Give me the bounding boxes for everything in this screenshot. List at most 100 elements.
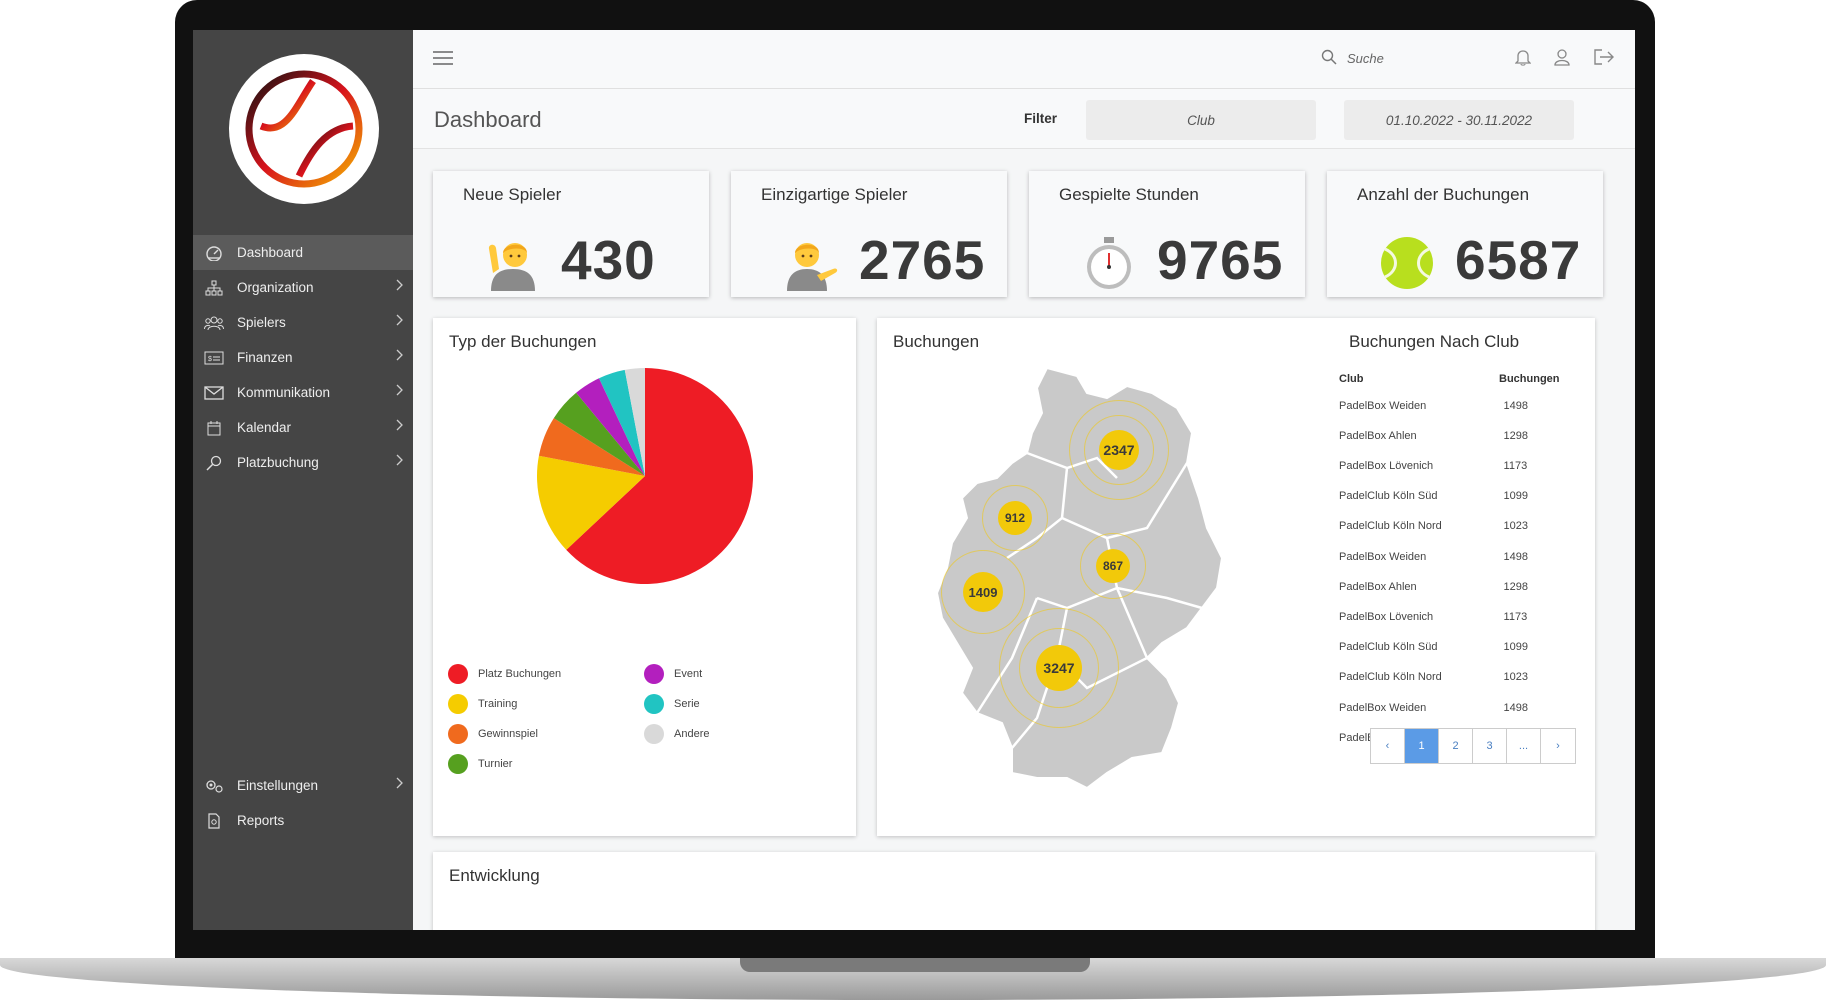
person-raising-hand-icon <box>488 243 535 291</box>
kpi-value: 430 <box>561 229 656 291</box>
kpi-title: Einzigartige Spieler <box>761 185 908 204</box>
search-icon <box>203 454 225 472</box>
club-name-cell: PadelClub Köln Süd <box>1339 490 1438 502</box>
pie-slice-training[interactable] <box>537 455 645 550</box>
table-title: Buchungen Nach Club <box>1349 332 1520 351</box>
bubble-ring <box>1080 533 1146 599</box>
table-body: PadelBox Weiden 1498 PadelBox Ahlen 1298 Pad… <box>1339 390 1559 753</box>
pie-slice-andere[interactable] <box>624 368 645 476</box>
legend-label: Gewinnspiel <box>478 728 538 740</box>
pagination: ‹ 1 2 3 ... › <box>1370 728 1576 764</box>
legend-label: Andere <box>674 728 710 740</box>
club-name-cell: PadelBox Weiden <box>1339 550 1427 563</box>
legend-label: Platz Buchungen <box>478 668 562 680</box>
search-placeholder: Suche <box>1347 51 1384 66</box>
sidebar-item-label: Finanzen <box>237 350 293 365</box>
chevron-right-icon <box>395 454 403 469</box>
page-ellipsis[interactable]: ... <box>1507 729 1541 763</box>
table-row: PadelClub Köln Süd 1099 <box>1339 481 1559 511</box>
kpi-title: Anzahl der Buchungen <box>1357 185 1530 204</box>
booking-type-panel: Typ der Buchungen Platz Buchungen Traini… <box>433 318 856 836</box>
pie-slice-serie[interactable] <box>599 369 645 476</box>
kpi-card-hours-played: Gespielte Stunden 9765 <box>1029 171 1305 297</box>
page-header: Dashboard Filter Club 01.10.2022 - 30.11… <box>413 89 1635 149</box>
legend-item: Andere <box>644 724 709 744</box>
sidebar-item-reports[interactable]: Reports <box>193 803 413 838</box>
sidebar-item-dashboard[interactable]: Dashboard <box>193 235 413 270</box>
sidebar-item-organization[interactable]: Organization <box>193 270 413 305</box>
table-row: PadelClub Köln Nord 1023 <box>1339 511 1559 541</box>
legend-item: Training <box>448 694 517 714</box>
pie-slice-turnier[interactable] <box>553 392 645 476</box>
pie-slice-event[interactable] <box>576 378 645 476</box>
legend-item: Platz Buchungen <box>448 664 561 684</box>
page-button-3[interactable]: 3 <box>1473 729 1507 763</box>
legend-label: Turnier <box>478 758 513 770</box>
legend-dot <box>644 694 664 714</box>
page-title: Dashboard <box>434 107 542 132</box>
kpi-title: Gespielte Stunden <box>1059 185 1199 204</box>
sidebar-item-platzbuchung[interactable]: Platzbuchung <box>193 445 413 480</box>
legend-item: Event <box>644 664 702 684</box>
search-input[interactable]: Suche <box>1321 49 1384 68</box>
date-range-picker[interactable]: 01.10.2022 - 30.11.2022 <box>1344 100 1574 140</box>
app-screen: Dashboard Organization Spielers $ <box>193 30 1635 930</box>
mail-icon <box>203 384 225 402</box>
table-header-row: Club Buchungen <box>1339 368 1560 390</box>
topbar: Suche <box>413 30 1635 89</box>
chevron-right-icon <box>395 384 403 399</box>
map-bubble[interactable]: 3247 <box>1036 645 1082 691</box>
table-row: PadelBox Weiden 1498 <box>1339 692 1559 723</box>
map-bubble[interactable]: 912 <box>998 501 1032 535</box>
club-name-cell: PadelClub Köln Nord <box>1339 520 1442 532</box>
pie-slice-platz-buchungen[interactable] <box>566 368 753 584</box>
user-icon[interactable] <box>1553 48 1571 71</box>
pie-slice-gewinnspiel[interactable] <box>538 418 645 476</box>
sidebar-item-spielers[interactable]: Spielers <box>193 305 413 340</box>
sidebar-item-kalendar[interactable]: Kalendar <box>193 410 413 445</box>
chevron-right-icon <box>395 279 403 294</box>
map-bubble[interactable]: 867 <box>1096 549 1130 583</box>
kpi-title: Neue Spieler <box>463 185 562 204</box>
legend-dot <box>448 724 468 744</box>
bubble-ring <box>999 608 1119 728</box>
bell-icon[interactable] <box>1514 48 1532 71</box>
club-name-cell: PadelBox Lövenich <box>1339 611 1434 623</box>
club-name-cell: PadelBox Ahlen <box>1339 430 1417 442</box>
club-filter-select[interactable]: Club <box>1086 100 1316 140</box>
sidebar-bottom-nav: Einstellungen Reports <box>193 768 413 838</box>
bubble-ring <box>941 550 1025 634</box>
bookings-cell: 1298 <box>1503 581 1529 593</box>
logout-icon[interactable] <box>1593 48 1615 71</box>
laptop-notch <box>740 958 1090 972</box>
bookings-cell: 1498 <box>1503 701 1529 714</box>
sidebar-item-kommunikation[interactable]: Kommunikation <box>193 375 413 410</box>
settings-icon <box>203 777 225 795</box>
table-row: PadelBox Weiden 1498 <box>1339 541 1559 572</box>
app-logo[interactable] <box>229 54 379 204</box>
table-row: PadelClub Köln Süd 1099 <box>1339 632 1559 662</box>
menu-icon[interactable] <box>433 50 453 71</box>
legend-label: Serie <box>674 698 700 710</box>
bookings-cell: 1498 <box>1503 550 1529 563</box>
sidebar-item-finanzen[interactable]: $ Finanzen <box>193 340 413 375</box>
map-bubble[interactable]: 2347 <box>1099 430 1139 470</box>
chevron-right-icon <box>395 314 403 329</box>
map-bubble[interactable]: 1409 <box>963 572 1003 612</box>
next-page-button[interactable]: › <box>1541 729 1575 763</box>
prev-page-button[interactable]: ‹ <box>1371 729 1405 763</box>
club-bookings-table: Club Buchungen PadelBox Weiden 1498 PadelB… <box>1339 368 1560 753</box>
bookings-cell: 1099 <box>1503 490 1529 502</box>
bookings-cell: 1099 <box>1503 641 1529 653</box>
sidebar-item-label: Spielers <box>237 315 286 330</box>
page-button-1[interactable]: 1 <box>1405 729 1439 763</box>
sidebar-item-label: Organization <box>237 280 314 295</box>
legend-label: Event <box>674 668 703 680</box>
sidebar-item-einstellungen[interactable]: Einstellungen <box>193 768 413 803</box>
legend-dot <box>448 664 468 684</box>
legend-item: Turnier <box>448 754 512 774</box>
panel-title: Buchungen <box>893 332 980 351</box>
bookings-cell: 1498 <box>1503 399 1529 412</box>
page-button-2[interactable]: 2 <box>1439 729 1473 763</box>
bookings-cell: 1023 <box>1503 520 1529 532</box>
